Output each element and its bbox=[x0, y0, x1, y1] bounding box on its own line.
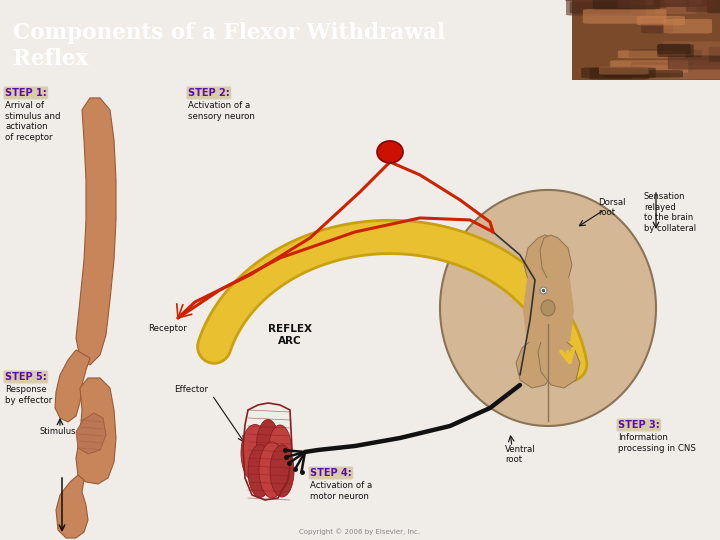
Ellipse shape bbox=[541, 300, 555, 316]
Text: Ventral
root: Ventral root bbox=[505, 445, 536, 464]
Text: Reflex: Reflex bbox=[13, 48, 89, 70]
Ellipse shape bbox=[269, 425, 292, 475]
Text: Effector: Effector bbox=[174, 385, 208, 394]
Polygon shape bbox=[523, 278, 574, 342]
Text: Activation of a
sensory neuron: Activation of a sensory neuron bbox=[188, 101, 255, 120]
FancyBboxPatch shape bbox=[618, 0, 666, 8]
Text: Arrival of
stimulus and
activation
of receptor: Arrival of stimulus and activation of re… bbox=[5, 101, 60, 142]
FancyBboxPatch shape bbox=[570, 2, 631, 14]
FancyBboxPatch shape bbox=[618, 50, 685, 58]
FancyBboxPatch shape bbox=[621, 0, 702, 5]
Text: STEP 1:: STEP 1: bbox=[5, 88, 47, 98]
Text: Activation of a
motor neuron: Activation of a motor neuron bbox=[310, 481, 372, 501]
Polygon shape bbox=[55, 350, 90, 422]
FancyBboxPatch shape bbox=[590, 68, 649, 79]
Ellipse shape bbox=[241, 424, 269, 482]
Text: STEP 2:: STEP 2: bbox=[188, 88, 230, 98]
FancyBboxPatch shape bbox=[631, 62, 693, 73]
FancyBboxPatch shape bbox=[565, 0, 639, 2]
FancyBboxPatch shape bbox=[663, 42, 720, 56]
FancyBboxPatch shape bbox=[654, 0, 688, 7]
FancyBboxPatch shape bbox=[593, 0, 660, 9]
FancyBboxPatch shape bbox=[631, 65, 720, 80]
Polygon shape bbox=[538, 335, 580, 388]
Text: Sensation
relayed
to the brain
by collateral: Sensation relayed to the brain by collat… bbox=[644, 192, 696, 233]
Ellipse shape bbox=[259, 442, 285, 498]
FancyBboxPatch shape bbox=[686, 0, 715, 12]
FancyBboxPatch shape bbox=[657, 44, 690, 55]
Polygon shape bbox=[524, 235, 556, 285]
FancyBboxPatch shape bbox=[670, 60, 720, 79]
Text: Response
by effector: Response by effector bbox=[5, 385, 53, 404]
FancyBboxPatch shape bbox=[610, 60, 688, 73]
FancyBboxPatch shape bbox=[566, 0, 646, 16]
Text: Copyright © 2006 by Elsevier, Inc.: Copyright © 2006 by Elsevier, Inc. bbox=[300, 528, 420, 535]
FancyBboxPatch shape bbox=[641, 18, 673, 33]
Ellipse shape bbox=[248, 444, 272, 497]
Ellipse shape bbox=[256, 420, 279, 472]
FancyBboxPatch shape bbox=[664, 19, 712, 33]
FancyBboxPatch shape bbox=[654, 0, 720, 6]
FancyBboxPatch shape bbox=[599, 66, 649, 75]
Polygon shape bbox=[76, 378, 116, 484]
Text: Dorsal
root: Dorsal root bbox=[598, 198, 626, 217]
Text: Receptor: Receptor bbox=[148, 324, 186, 333]
Polygon shape bbox=[56, 475, 88, 538]
Text: STEP 5:: STEP 5: bbox=[5, 372, 47, 382]
Ellipse shape bbox=[377, 141, 403, 163]
FancyBboxPatch shape bbox=[709, 46, 720, 62]
FancyBboxPatch shape bbox=[581, 68, 656, 78]
FancyBboxPatch shape bbox=[603, 70, 683, 77]
Text: STEP 3:: STEP 3: bbox=[618, 420, 660, 430]
Polygon shape bbox=[76, 98, 116, 365]
FancyBboxPatch shape bbox=[629, 50, 702, 57]
Text: STEP 4:: STEP 4: bbox=[310, 468, 352, 478]
FancyBboxPatch shape bbox=[655, 2, 696, 14]
FancyBboxPatch shape bbox=[583, 9, 667, 24]
FancyBboxPatch shape bbox=[668, 56, 720, 70]
Text: REFLEX
ARC: REFLEX ARC bbox=[268, 324, 312, 346]
Text: Information
processing in CNS: Information processing in CNS bbox=[618, 433, 696, 453]
Polygon shape bbox=[440, 190, 656, 426]
Bar bbox=[572, 0, 720, 80]
Text: Stimulus: Stimulus bbox=[40, 427, 76, 436]
Polygon shape bbox=[516, 335, 558, 388]
Polygon shape bbox=[76, 413, 106, 454]
FancyBboxPatch shape bbox=[707, 0, 720, 13]
FancyBboxPatch shape bbox=[636, 16, 685, 25]
Text: Components of a Flexor Withdrawal: Components of a Flexor Withdrawal bbox=[13, 22, 445, 44]
Polygon shape bbox=[540, 235, 572, 285]
FancyBboxPatch shape bbox=[657, 44, 694, 57]
Ellipse shape bbox=[270, 445, 294, 497]
